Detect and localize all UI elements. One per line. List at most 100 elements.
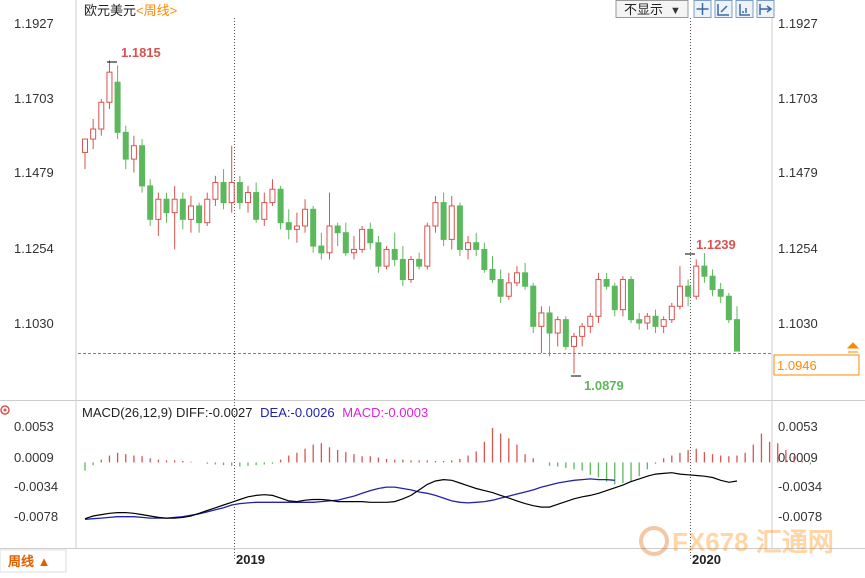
candle-body [139,145,146,187]
candle-body [155,198,162,220]
candle [546,306,553,357]
candle-body [383,248,390,267]
candle-body [546,312,553,334]
move-icon[interactable] [756,0,775,18]
candle-body [448,205,455,240]
macd-axis-left: 0.0053 0.0009 -0.0034 -0.0078 [14,419,58,524]
candle-body [571,335,577,347]
candle-body [391,248,398,260]
candle-body [212,182,219,200]
candle [245,185,251,213]
candle [122,125,129,170]
candle-body [179,198,186,220]
macd-tick-label: 0.0053 [14,419,54,434]
candle [416,252,423,270]
candle-body [106,71,113,103]
candle-body [228,182,235,204]
zoom-in-icon[interactable] [714,0,733,18]
candle [350,236,357,260]
candle [408,256,414,283]
candle [497,269,504,303]
year-label-2019: 2019 [236,552,265,567]
candle-body [440,202,447,240]
candle-body [734,319,740,352]
candle-body [717,289,724,297]
candle [163,192,170,223]
candle [603,272,610,290]
candle [448,195,455,250]
candle [220,169,227,210]
candle-body [432,202,439,227]
candle [562,316,569,350]
price-tick-label: 1.1479 [14,165,54,180]
candle [269,179,276,206]
candle [391,232,398,267]
candle [375,236,382,273]
macd-legend: MACD(26,12,9) DIFF:-0.0027 DEA:-0.0026 M… [82,405,428,420]
candle-body [725,295,732,321]
candle [367,222,374,250]
candle-body [513,272,520,284]
candle-body [497,279,504,297]
candle [538,306,545,354]
candle-body [611,285,618,311]
candle-body [163,198,170,214]
candle-body [326,225,333,254]
candle-body [359,228,366,250]
candle [277,185,284,230]
candle [212,175,219,206]
candle [522,262,529,290]
zoom-out-icon[interactable] [735,0,754,18]
pair-name: 欧元美元 [84,3,136,18]
period-label[interactable]: <周线> [136,3,177,18]
candle-body [603,279,610,287]
candle-body [220,182,227,204]
macd-legend-name: MACD(26,12,9) [82,405,172,420]
candle [473,232,480,257]
candle-body [522,272,529,287]
candle [489,256,496,283]
macd-histogram [84,428,811,485]
crosshair-icon[interactable] [693,0,712,18]
candle [432,195,439,233]
macd-settings-icon[interactable] [0,405,10,415]
price-tick-label: 1.1703 [778,91,818,106]
candle-body [310,208,317,247]
candle-body [285,222,292,230]
low-annotation: 1.0879 [584,378,624,393]
candle [734,306,740,352]
candle-body [245,192,251,204]
candle [424,222,431,270]
candle-body [465,242,472,250]
period-button-label: 周线 ▲ [8,554,50,569]
diff-line [84,472,738,520]
chart-frame [0,0,865,549]
candle-body [187,205,194,220]
candle [285,209,292,240]
last-price-arrow-icon [846,342,860,353]
candle-body [693,265,700,297]
candle-body [579,325,586,337]
candle-body [277,188,284,224]
price-tick-label: 1.1703 [14,91,54,106]
candle [187,195,194,233]
candle-body [709,275,716,291]
candle [139,139,146,193]
candle-body [668,305,675,321]
period-button[interactable]: 周线 ▲ [0,549,67,573]
candle-body [554,319,561,334]
candle [310,205,317,253]
candle-body [538,312,545,327]
hide-indicator-dropdown[interactable]: 不显示 ▼ [615,0,689,18]
candle [98,98,105,136]
price-axis-left: 1.1927 1.1703 1.1479 1.1254 1.1030 [14,16,54,331]
candle [130,135,137,173]
candle [155,192,162,237]
macd-legend-dea: DEA:-0.0026 [260,405,334,420]
candle-body [636,319,643,324]
candle-body [652,315,659,327]
candle-body [473,242,480,250]
candle [595,272,602,323]
candle [628,276,635,323]
